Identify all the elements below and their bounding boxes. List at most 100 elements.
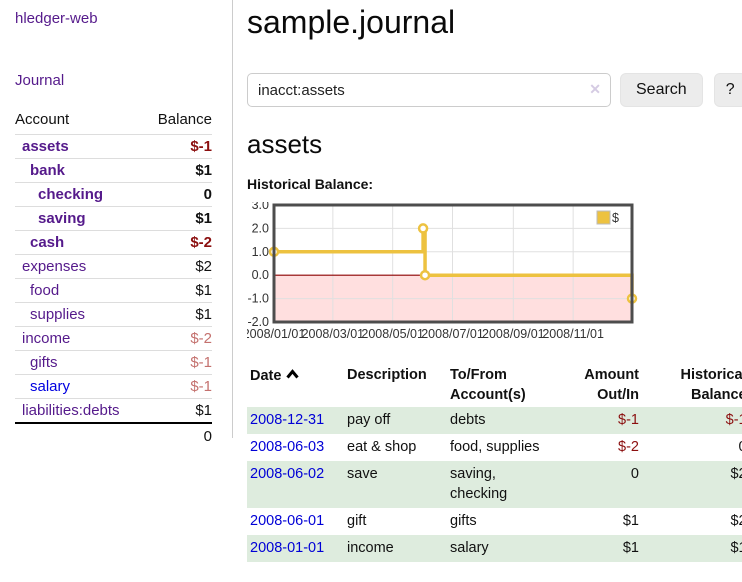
transaction-date-link[interactable]: 2008-01-01 [250,540,325,556]
transaction-description: pay off [347,412,391,428]
transaction-balance: $1 [730,540,742,556]
brand-link[interactable]: hledger-web [15,10,98,27]
account-row: liabilities:debts $1 [15,398,212,423]
page-title: sample.journal [247,4,456,40]
transaction-amount: $-2 [618,439,639,455]
account-balance: $1 [144,398,212,423]
transaction-date-link[interactable]: 2008-06-02 [250,466,325,482]
account-row: food $1 [15,278,212,303]
account-link[interactable]: bank [30,162,66,179]
account-row: income $-2 [15,326,212,351]
y-axis-tick-label: -1.0 [247,292,269,306]
account-balance: $1 [144,278,212,303]
x-axis-tick-label: 2008/05/01 [361,327,424,341]
historical-balance-chart: $3.0 2.0 1.0 0.0 -1.0 -2.0 2008/01/01 2008/03/0… [243,198,742,347]
data-point-marker [417,223,429,234]
register-table: Date Description To/From Account(s) Amou… [247,363,742,562]
transaction-accounts: debts [450,412,486,428]
register-header-accounts: To/From Account(s) [450,367,526,403]
transaction-accounts: saving, checking [450,466,508,502]
search-button[interactable]: Search [620,73,703,107]
account-title: assets [247,129,323,159]
transaction-row: 2008-01-01 income salary $1 $1 [247,535,742,562]
accounts-total-value: 0 [144,422,212,449]
account-link[interactable]: supplies [30,306,86,323]
account-link[interactable]: salary [30,378,71,395]
account-balance: $1 [144,206,212,231]
y-axis-tick-label: 2.0 [252,221,269,235]
transaction-amount: $-1 [618,412,639,428]
account-balance: $-2 [144,326,212,351]
account-row: checking 0 [15,182,212,207]
account-balance: $-1 [144,134,212,159]
x-axis-tick-label: 2008/11/01 [542,327,604,341]
transaction-description: eat & shop [347,439,417,455]
account-link[interactable]: food [30,282,60,299]
transaction-date-link[interactable]: 2008-06-01 [250,513,325,529]
register-header-date[interactable]: Date [247,363,347,407]
transaction-amount: $1 [622,513,639,529]
y-axis-tick-label: 3.0 [252,202,269,212]
legend-label: $ [612,211,619,225]
account-link[interactable]: assets [22,138,69,155]
transaction-amount: $1 [622,540,639,556]
account-balance: $1 [144,302,212,327]
account-link[interactable]: expenses [22,258,87,275]
transaction-description: save [347,466,378,482]
y-axis-tick-label: -2.0 [247,315,269,329]
y-axis-tick-label: 0.0 [252,268,269,282]
register-header-amount: Amount Out/In [584,367,639,403]
account-row: bank $1 [15,158,212,183]
transaction-row: 2008-12-31 pay off debts $-1 $-1 [247,407,742,434]
x-axis-tick-label: 2008/09/01 [482,327,545,341]
transaction-balance: 0 [639,434,742,461]
transaction-date-link[interactable]: 2008-06-03 [250,439,325,455]
account-link[interactable]: checking [38,186,104,203]
account-link[interactable]: liabilities:debts [22,402,120,419]
help-button[interactable]: ? [713,73,742,107]
sidebar-divider [232,0,233,438]
transaction-accounts: salary [450,540,489,556]
search-box: ✕ [247,73,611,107]
account-link[interactable]: saving [38,210,86,227]
accounts-table: Account Balance assets $-1 bank $1 checking 0… [15,109,212,449]
plot-border [272,203,634,324]
x-axis-tick-label: 2008/03/01 [302,327,365,341]
transaction-balance: $2 [730,513,742,529]
sidebar-item-journal[interactable]: Journal [15,72,65,89]
x-axis-tick-label: 2008/07/01 [421,327,484,341]
clear-search-icon[interactable]: ✕ [589,81,601,97]
account-row: salary $-1 [15,374,212,399]
transaction-balance: $-1 [725,412,742,428]
search-input[interactable] [247,73,611,107]
account-row: expenses $2 [15,254,212,279]
account-row: supplies $1 [15,302,212,327]
main-content: sample.journal ✕ Search ? assets Histori… [232,0,742,562]
account-balance: $2 [144,254,212,279]
y-axis-tick-label: 1.0 [252,245,269,259]
data-point-marker [419,269,431,281]
accounts-total-spacer [15,422,145,449]
transaction-description: gift [347,513,367,529]
legend-swatch [596,210,611,225]
account-balance: $-1 [144,374,212,399]
transaction-date-link[interactable]: 2008-12-31 [250,412,325,428]
account-balance: $-2 [144,230,212,255]
sort-ascending-icon [286,365,300,385]
sidebar: hledger-web Journal Account Balance asse… [0,0,232,562]
register-header-date-label: Date [250,368,282,384]
account-row: cash $-2 [15,230,212,255]
x-axis-tick-label: 2008/01/01 [247,327,305,341]
account-link[interactable]: gifts [30,354,58,371]
account-row: saving $1 [15,206,212,231]
transaction-description: income [347,540,394,556]
accounts-header-account: Account [15,109,145,135]
search-form: ✕ Search ? [247,73,742,107]
account-link[interactable]: income [22,330,71,347]
register-header-row: Date Description To/From Account(s) Amou… [247,363,742,407]
account-link[interactable]: cash [30,234,65,251]
transaction-accounts: gifts [450,513,477,529]
hledger-web-app: hledger-web Journal Account Balance asse… [0,0,742,562]
account-balance: $1 [144,158,212,183]
account-balance: $-1 [144,350,212,375]
